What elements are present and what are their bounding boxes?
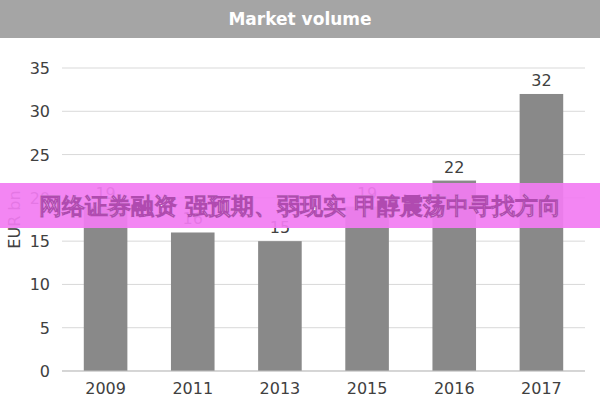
grid-line bbox=[62, 284, 585, 285]
data-label: 32 bbox=[531, 71, 551, 90]
grid-line bbox=[62, 327, 585, 328]
banner-text: 网络证券融资 强预期、弱现实 甲醇震荡中寻找方向 bbox=[39, 193, 561, 219]
y-tick-label: 0 bbox=[40, 362, 50, 381]
banner bbox=[0, 183, 600, 228]
y-tick-label: 25 bbox=[30, 146, 50, 165]
x-tick-label: 2017 bbox=[521, 379, 562, 398]
title-bar bbox=[0, 0, 600, 38]
y-tick-label: 15 bbox=[30, 232, 50, 251]
grid-line bbox=[62, 68, 585, 69]
title: Market volume bbox=[228, 9, 371, 29]
x-tick-label: 2015 bbox=[347, 379, 388, 398]
data-label: 22 bbox=[444, 158, 464, 177]
y-tick-label: 30 bbox=[30, 102, 50, 121]
chart: Market volume05101520253035EUR bn2009201… bbox=[0, 0, 600, 400]
bar bbox=[258, 241, 302, 371]
y-tick-label: 5 bbox=[40, 319, 50, 338]
bar bbox=[171, 232, 215, 371]
grid-line bbox=[62, 154, 585, 155]
bar bbox=[520, 94, 564, 371]
grid-line bbox=[62, 371, 585, 372]
x-tick-label: 2016 bbox=[434, 379, 475, 398]
x-axis-line bbox=[62, 371, 585, 372]
y-tick-label: 10 bbox=[30, 275, 50, 294]
x-tick-label: 2013 bbox=[260, 379, 301, 398]
x-tick-label: 2011 bbox=[172, 379, 213, 398]
grid-line bbox=[62, 241, 585, 242]
x-tick-label: 2009 bbox=[85, 379, 126, 398]
y-tick-label: 35 bbox=[30, 59, 50, 78]
bar bbox=[345, 207, 389, 371]
bar bbox=[84, 207, 128, 371]
grid-line bbox=[62, 111, 585, 112]
bars bbox=[84, 94, 563, 371]
